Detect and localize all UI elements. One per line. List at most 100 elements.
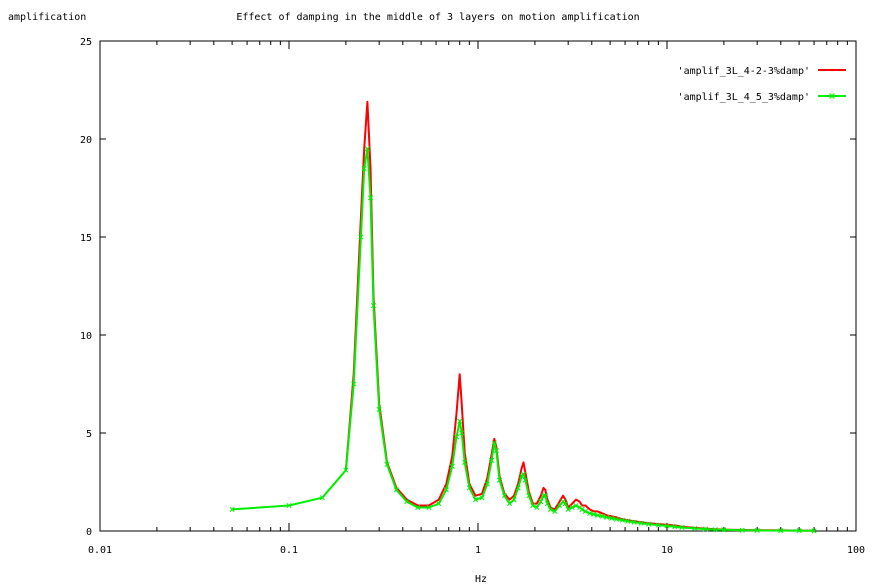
y-tick-label: 25 [80, 37, 92, 48]
data-point [619, 517, 625, 523]
data-point [631, 519, 637, 525]
data-point [595, 512, 601, 518]
y-tick-label: 15 [80, 233, 92, 244]
data-point [515, 485, 521, 491]
data-point [599, 513, 605, 519]
series-layer [229, 100, 817, 534]
data-point [552, 508, 558, 514]
data-point [479, 495, 485, 501]
y-axis-label: amplification [8, 12, 86, 23]
data-point [672, 524, 678, 530]
data-point [796, 528, 802, 534]
data-point [364, 146, 370, 152]
data-point [565, 506, 571, 512]
data-point [569, 504, 575, 511]
legend-label: 'amplif_3L_4_5_3%damp' [678, 92, 810, 103]
data-point [443, 487, 449, 493]
data-point [462, 459, 468, 465]
data-point [493, 448, 499, 454]
data-point [538, 499, 544, 505]
legend: 'amplif_3L_4-2-3%damp' 'amplif_3L_4_5_3%d… [678, 66, 846, 103]
data-point [703, 526, 709, 532]
data-point [811, 528, 817, 534]
data-point [415, 504, 421, 511]
data-point [544, 501, 550, 507]
data-point [511, 497, 517, 503]
data-point [625, 518, 631, 524]
data-point [361, 165, 367, 171]
y-tick-label: 10 [80, 331, 92, 342]
data-point [579, 506, 585, 512]
data-point [229, 506, 235, 512]
data-point [754, 527, 760, 533]
data-point [319, 495, 325, 501]
x-tick-label: 100 [847, 545, 865, 556]
x-tick-label: 1 [475, 545, 481, 556]
series-line-1 [344, 100, 815, 532]
data-point [530, 502, 536, 509]
data-point [404, 499, 410, 505]
legend-label: 'amplif_3L_4-2-3%damp' [678, 66, 810, 77]
data-point [489, 457, 495, 463]
data-point [646, 521, 652, 527]
data-point [507, 501, 513, 507]
data-point [453, 434, 460, 440]
data-point [613, 516, 619, 522]
data-point [484, 481, 490, 487]
data-point [466, 485, 472, 491]
data-point [426, 504, 432, 511]
data-point [393, 487, 399, 493]
data-point [376, 406, 382, 413]
data-point [436, 501, 442, 507]
data-point [778, 528, 784, 534]
y-tick-label: 20 [80, 135, 92, 146]
data-point [721, 527, 727, 533]
data-point [542, 493, 548, 499]
data-point [556, 502, 563, 509]
data-point [591, 511, 597, 517]
y-tick-label: 5 [86, 429, 92, 440]
data-point [370, 303, 377, 309]
data-point [664, 523, 670, 529]
data-point [501, 493, 507, 499]
data-point [459, 430, 465, 436]
data-point [286, 502, 292, 509]
data-point [358, 234, 364, 240]
x-tick-label: 0.01 [88, 545, 112, 556]
data-point [491, 440, 497, 446]
data-point [655, 522, 661, 528]
data-point [449, 463, 455, 469]
y-tick-label: 0 [86, 527, 92, 538]
data-point [679, 524, 685, 531]
x-axis-label: Hz [475, 574, 487, 585]
data-point [457, 418, 463, 424]
data-point [604, 514, 610, 520]
data-point [526, 493, 532, 499]
data-point [343, 467, 349, 473]
plot-frame [99, 40, 857, 532]
data-point [472, 497, 479, 503]
data-point [582, 508, 588, 514]
data-point [540, 493, 547, 499]
data-point [609, 515, 615, 521]
data-point [712, 527, 718, 533]
data-point [562, 501, 568, 507]
data-point [496, 477, 503, 483]
data-point [367, 195, 374, 201]
x-tick-label: 0.1 [280, 545, 298, 556]
data-point [534, 504, 540, 511]
data-point [547, 506, 554, 512]
data-point [638, 520, 644, 526]
data-point [573, 502, 579, 509]
axis-ticks: 0 5 10 15 20 25 0.01 0.1 1 10 100 [80, 37, 865, 556]
data-point [384, 461, 390, 467]
data-point [522, 477, 528, 483]
data-point [351, 381, 357, 387]
legend-marker [829, 93, 835, 99]
data-point [520, 471, 527, 477]
chart-title: Effect of damping in the middle of 3 lay… [236, 12, 639, 23]
data-point [739, 527, 745, 533]
x-tick-label: 10 [661, 545, 673, 556]
data-point [692, 525, 698, 532]
